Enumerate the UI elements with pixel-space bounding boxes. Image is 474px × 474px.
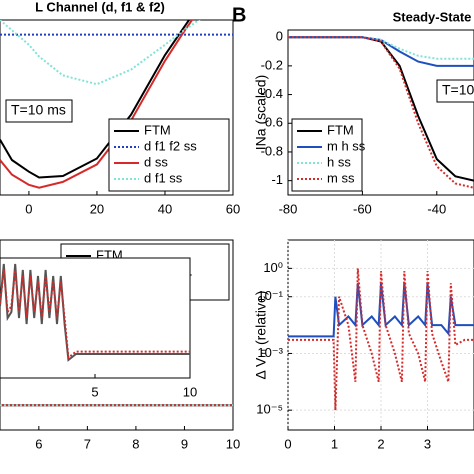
- legend-label: m ss: [327, 170, 355, 185]
- x-tick-label: 10: [226, 436, 240, 451]
- y-tick-label: -0.8: [261, 143, 283, 158]
- line-series: [288, 36, 474, 189]
- x-tick-label: -60: [353, 201, 372, 216]
- chart-title: L Channel (d, f1 & f2): [35, 0, 165, 14]
- line-series: [0, 269, 190, 360]
- y-tick-label: -1: [271, 172, 283, 187]
- legend-label: h ss: [327, 154, 351, 169]
- x-tick-label: 9: [181, 436, 188, 451]
- line-series: [288, 268, 474, 411]
- series-group: [288, 268, 474, 411]
- y-tick-label: -0.2: [261, 57, 283, 72]
- x-tick-label: 40: [158, 201, 172, 216]
- line-series: [288, 283, 474, 338]
- x-tick-label: 60: [226, 201, 240, 216]
- x-tick-label: 5: [91, 384, 98, 399]
- y-axis-label: INa (scaled): [253, 75, 269, 150]
- annotation-box: [5, 99, 73, 123]
- y-tick-label: -0.6: [261, 115, 283, 130]
- y-axis-label: Δ Vₘ (relative): [253, 291, 269, 380]
- x-tick-label: 7: [84, 436, 91, 451]
- chart-title: Steady-State: [393, 9, 472, 24]
- x-tick-label: -40: [427, 201, 446, 216]
- x-tick-label: 2: [377, 436, 384, 451]
- series-group: [288, 36, 474, 189]
- x-tick-label: -80: [279, 201, 298, 216]
- y-tick-label: 10⁻³: [257, 345, 283, 360]
- legend-label: FTM: [144, 122, 171, 137]
- plot-area: [0, 257, 191, 379]
- y-tick-label: -0.4: [261, 86, 283, 101]
- annotation: T=10 ms: [11, 102, 66, 118]
- legend-label: d ss: [144, 154, 168, 169]
- legend-label: d f1 f2 ss: [144, 138, 197, 153]
- y-tick-label: 10⁻⁵: [256, 402, 283, 417]
- panel-label: B: [232, 4, 246, 26]
- x-tick-label: 0: [25, 201, 32, 216]
- legend-label: m h ss: [327, 138, 366, 153]
- legend-label: d f1 ss: [144, 170, 183, 185]
- x-tick-label: 0: [284, 436, 291, 451]
- line-series: [0, 20, 201, 86]
- x-tick-label: 20: [90, 201, 104, 216]
- x-tick-label: 6: [35, 436, 42, 451]
- y-tick-label: 10⁰: [263, 260, 283, 275]
- y-tick-label: 0: [276, 29, 283, 44]
- x-tick-label: 3: [424, 436, 431, 451]
- x-tick-label: 8: [132, 436, 139, 451]
- y-tick-label: 10⁻¹: [257, 288, 283, 303]
- series-group: [0, 263, 190, 362]
- x-tick-label: 1: [331, 436, 338, 451]
- annotation: T=10: [442, 82, 474, 98]
- x-tick-label: 10: [183, 384, 197, 399]
- annotation-box: [436, 79, 474, 103]
- legend-label: FTM: [327, 122, 354, 137]
- legend-box: [108, 118, 230, 192]
